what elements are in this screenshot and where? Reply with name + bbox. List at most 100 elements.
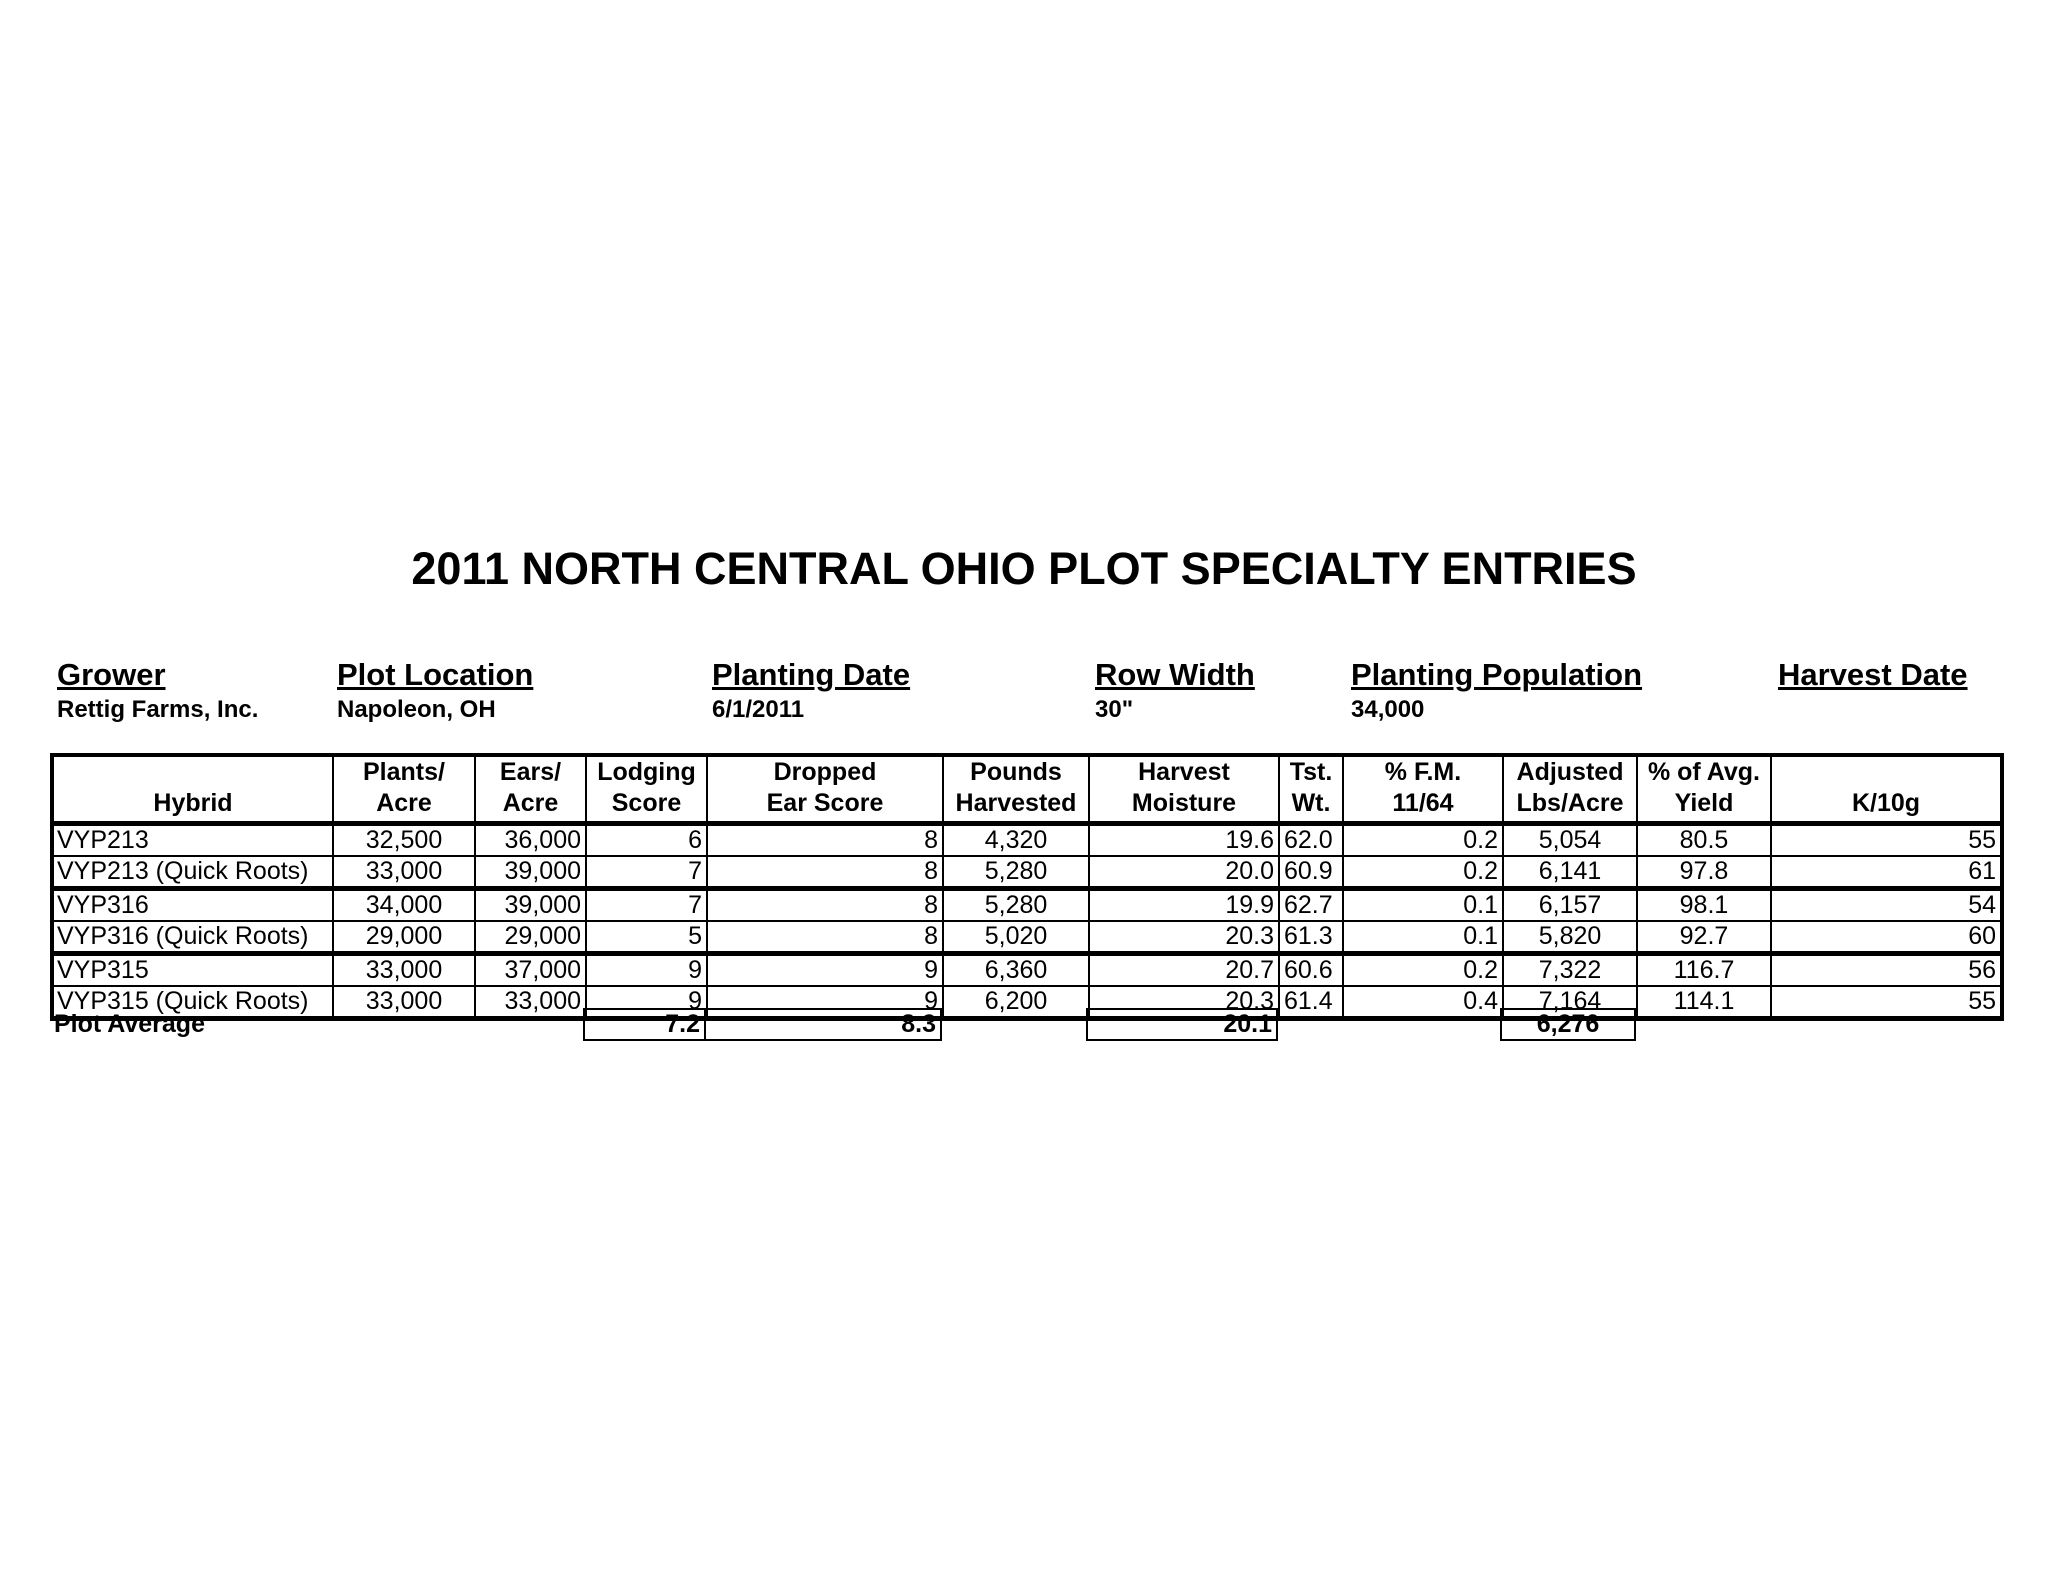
column-header-line1: Pounds	[970, 758, 1062, 786]
grower-heading: Grower	[57, 657, 166, 692]
column-header-line2: Acre	[502, 789, 559, 817]
plot-average-row: Plot Average 7.2 8.3 20.1 6,276	[50, 1008, 1636, 1041]
cell-ears-acre: 39,000	[474, 855, 587, 891]
table-row: VYP315 33,000 37,000 9 9 6,360 20.7 60.6 0.2 7,32…	[51, 952, 2003, 987]
planting-population-heading: Planting Population	[1351, 657, 1643, 692]
column-header-adjusted-lbs-acre: Adjusted Lbs/Acre	[1502, 754, 1638, 825]
column-header-line1: % of Avg.	[1647, 758, 1761, 786]
cell-fm-percent: 0.1	[1342, 920, 1504, 956]
cell-pct-avg-yield: 92.7	[1636, 920, 1772, 956]
column-header-line2: K/10g	[1851, 789, 1921, 817]
cell-pounds-harvested: 5,280	[942, 887, 1090, 922]
cell-dropped-ear-score: 8	[706, 822, 944, 857]
column-header-line1: % F.M.	[1384, 758, 1462, 786]
cell-lodging-score: 5	[585, 920, 708, 956]
cell-harvest-moisture: 19.6	[1088, 822, 1280, 857]
cell-test-weight: 61.4	[1278, 985, 1344, 1021]
cell-test-weight: 60.9	[1278, 855, 1344, 891]
cell-pct-avg-yield: 97.8	[1636, 855, 1772, 891]
planting-date-heading: Planting Date	[712, 657, 911, 692]
table-row: VYP316 34,000 39,000 7 8 5,280 19.9 62.7 0.1 6,15…	[51, 887, 2003, 922]
cell-plants-acre: 33,000	[332, 952, 476, 987]
cell-harvest-moisture: 20.3	[1088, 920, 1280, 956]
cell-ears-acre: 37,000	[474, 952, 587, 987]
cell-plants-acre: 32,500	[332, 822, 476, 857]
cell-harvest-moisture: 19.9	[1088, 887, 1280, 922]
avg-lodging-score: 7.2	[583, 1008, 706, 1041]
column-header-line2: Score	[611, 789, 682, 817]
cell-adjusted-lbs-acre: 6,157	[1502, 887, 1638, 922]
cell-hybrid: VYP315 (Quick Roots)	[51, 985, 334, 1021]
harvest-date-heading: Harvest Date	[1778, 657, 1968, 692]
cell-hybrid: VYP315	[51, 952, 334, 987]
column-header-test-weight: Tst. Wt.	[1278, 754, 1344, 825]
empty-cell	[941, 1009, 1087, 1040]
column-header-ears-acre: Ears/Acre	[474, 754, 587, 825]
column-header-k-10g: K/10g	[1770, 754, 2003, 825]
table-header-row: Hybrid Plants/Acre Ears/Acre Lodging Score Dr…	[51, 754, 2003, 825]
cell-pct-avg-yield: 80.5	[1636, 822, 1772, 857]
cell-pounds-harvested: 6,360	[942, 952, 1090, 987]
cell-ears-acre: 39,000	[474, 887, 587, 922]
cell-dropped-ear-score: 8	[706, 920, 944, 956]
cell-lodging-score: 6	[585, 822, 708, 857]
cell-hybrid: VYP213 (Quick Roots)	[51, 855, 334, 891]
column-header-lodging-score: Lodging Score	[585, 754, 708, 825]
cell-k-10g: 61	[1770, 855, 2003, 891]
cell-ears-acre: 36,000	[474, 822, 587, 857]
cell-k-10g: 56	[1770, 952, 2003, 987]
cell-harvest-moisture: 20.0	[1088, 855, 1280, 891]
cell-lodging-score: 7	[585, 855, 708, 891]
cell-k-10g: 55	[1770, 822, 2003, 857]
cell-harvest-moisture: 20.7	[1088, 952, 1280, 987]
grower-value: Rettig Farms, Inc.	[57, 696, 259, 723]
cell-pct-avg-yield: 116.7	[1636, 952, 1772, 987]
cell-pounds-harvested: 5,280	[942, 855, 1090, 891]
avg-dropped-ear-score: 8.3	[704, 1008, 942, 1041]
empty-cell	[473, 1009, 584, 1040]
table-row: VYP213 (Quick Roots) 33,000 39,000 7 8 5,280 2…	[51, 855, 2003, 891]
cell-k-10g: 60	[1770, 920, 2003, 956]
cell-ears-acre: 29,000	[474, 920, 587, 956]
cell-plants-acre: 29,000	[332, 920, 476, 956]
cell-test-weight: 60.6	[1278, 952, 1344, 987]
cell-plants-acre: 34,000	[332, 887, 476, 922]
column-header-line2: Harvested	[955, 789, 1077, 817]
cell-pct-avg-yield: 114.1	[1636, 985, 1772, 1021]
column-header-line1: Dropped	[773, 758, 877, 786]
cell-test-weight: 61.3	[1278, 920, 1344, 956]
column-header-plants-acre: Plants/Acre	[332, 754, 476, 825]
column-header-fm-percent: % F.M. 11/64	[1342, 754, 1504, 825]
column-header-line1	[1775, 757, 1997, 788]
cell-adjusted-lbs-acre: 5,820	[1502, 920, 1638, 956]
cell-plants-acre: 33,000	[332, 855, 476, 891]
cell-fm-percent: 0.2	[1342, 952, 1504, 987]
column-header-pct-avg-yield: % of Avg. Yield	[1636, 754, 1772, 825]
empty-cell	[1277, 1009, 1341, 1040]
plot-location-value: Napoleon, OH	[337, 696, 496, 723]
empty-cell	[1341, 1009, 1501, 1040]
column-header-line1	[57, 757, 329, 788]
cell-pounds-harvested: 6,200	[942, 985, 1090, 1021]
column-header-line1: Adjusted	[1516, 758, 1624, 786]
table-row: VYP316 (Quick Roots) 29,000 29,000 5 8 5,020 2…	[51, 920, 2003, 956]
page-title: 2011 NORTH CENTRAL OHIO PLOT SPECIALTY E…	[411, 543, 1637, 594]
cell-adjusted-lbs-acre: 5,054	[1502, 822, 1638, 857]
cell-hybrid: VYP213	[51, 822, 334, 857]
cell-pct-avg-yield: 98.1	[1636, 887, 1772, 922]
cell-fm-percent: 0.2	[1342, 822, 1504, 857]
column-header-line1: Ears/	[499, 758, 562, 786]
empty-cell	[331, 1009, 473, 1040]
results-table: Hybrid Plants/Acre Ears/Acre Lodging Score Dr…	[50, 753, 2004, 1021]
plot-average-label: Plot Average	[54, 1010, 205, 1038]
cell-pounds-harvested: 4,320	[942, 822, 1090, 857]
row-width-value: 30"	[1095, 696, 1134, 723]
column-header-line1: Plants/	[363, 758, 445, 786]
column-header-line2: 11/64	[1392, 789, 1454, 817]
column-header-line1: Harvest	[1138, 758, 1230, 786]
cell-lodging-score: 9	[585, 952, 708, 987]
column-header-line1: Lodging	[597, 758, 696, 786]
planting-population-value: 34,000	[1351, 696, 1425, 723]
column-header-harvest-moisture: Harvest Moisture	[1088, 754, 1280, 825]
column-header-line2: Hybrid	[153, 789, 233, 817]
